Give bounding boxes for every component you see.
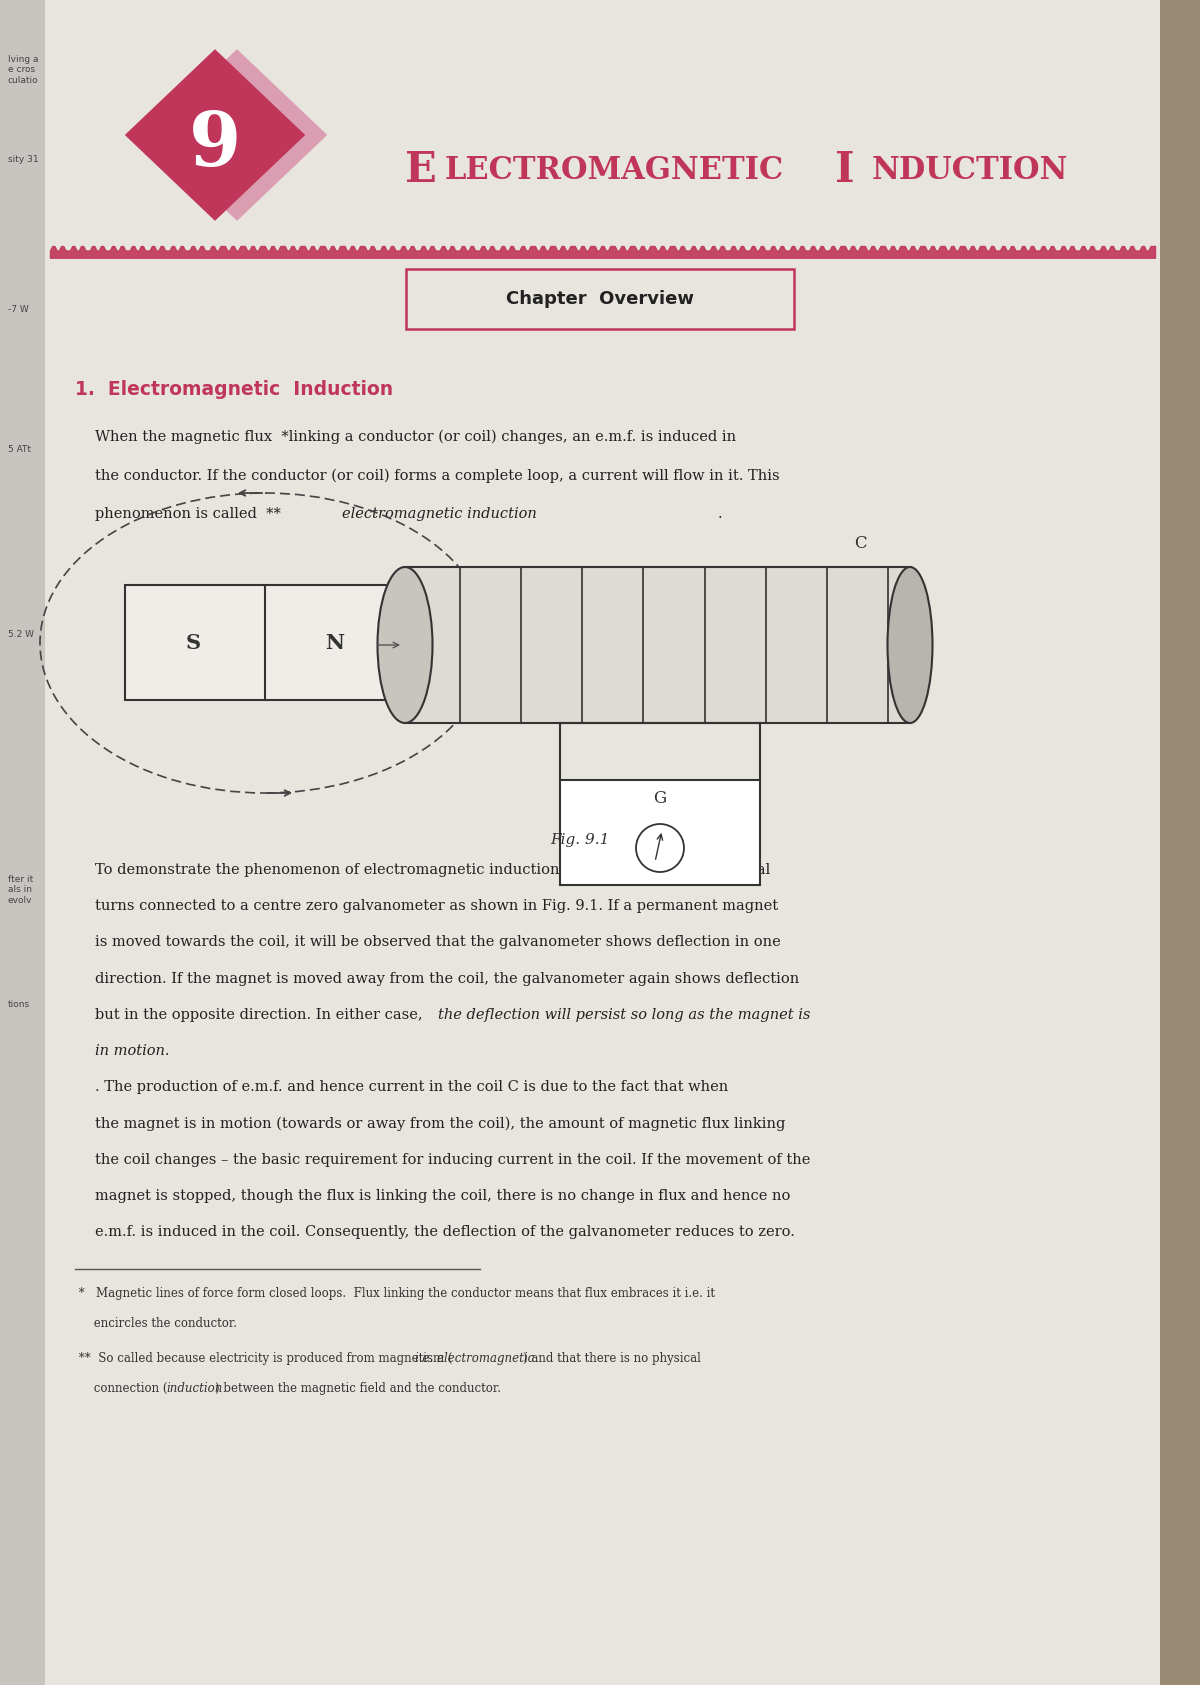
FancyBboxPatch shape bbox=[125, 585, 406, 699]
Text: .: . bbox=[718, 507, 722, 521]
Text: S: S bbox=[186, 632, 200, 652]
Text: 1.  Electromagnetic  Induction: 1. Electromagnetic Induction bbox=[74, 381, 394, 399]
Text: the magnet is in motion (towards or away from the coil), the amount of magnetic : the magnet is in motion (towards or away… bbox=[95, 1117, 785, 1131]
Text: tions: tions bbox=[8, 999, 30, 1009]
Text: connection (: connection ( bbox=[74, 1382, 168, 1395]
Text: To demonstrate the phenomenon of electromagnetic induction, consider a coil C of: To demonstrate the phenomenon of electro… bbox=[95, 863, 770, 876]
Text: the coil changes – the basic requirement for inducing current in the coil. If th: the coil changes – the basic requirement… bbox=[95, 1153, 810, 1166]
Text: but in the opposite direction. In either case,: but in the opposite direction. In either… bbox=[95, 1008, 427, 1021]
Text: i.e. electromagnetic: i.e. electromagnetic bbox=[415, 1351, 534, 1365]
Text: turns connected to a centre zero galvanometer as shown in Fig. 9.1. If a permane: turns connected to a centre zero galvano… bbox=[95, 900, 778, 913]
Text: lving a
e cros
culatio: lving a e cros culatio bbox=[8, 56, 38, 84]
Text: NDUCTION: NDUCTION bbox=[872, 155, 1068, 185]
Text: . The production of e.m.f. and hence current in the coil C is due to the fact th: . The production of e.m.f. and hence cur… bbox=[95, 1080, 728, 1094]
Text: in motion.: in motion. bbox=[95, 1045, 169, 1058]
Text: 5 ATt: 5 ATt bbox=[8, 445, 31, 453]
Polygon shape bbox=[146, 49, 328, 221]
Text: fter it
als in
evolv: fter it als in evolv bbox=[8, 875, 34, 905]
Text: **  So called because electricity is produced from magnetism (: ** So called because electricity is prod… bbox=[74, 1351, 452, 1365]
Text: the conductor. If the conductor (or coil) forms a complete loop, a current will : the conductor. If the conductor (or coil… bbox=[95, 468, 780, 484]
Text: phenomenon is called  **: phenomenon is called ** bbox=[95, 507, 281, 521]
Text: C: C bbox=[853, 536, 866, 553]
Text: LECTROMAGNETIC: LECTROMAGNETIC bbox=[445, 155, 785, 185]
Text: 5.2 W: 5.2 W bbox=[8, 630, 34, 639]
Text: 9: 9 bbox=[188, 108, 241, 182]
FancyBboxPatch shape bbox=[406, 270, 794, 329]
Text: When the magnetic flux  *linking a conductor (or coil) changes, an e.m.f. is ind: When the magnetic flux *linking a conduc… bbox=[95, 430, 736, 445]
Text: ) and that there is no physical: ) and that there is no physical bbox=[523, 1351, 701, 1365]
Text: direction. If the magnet is moved away from the coil, the galvanometer again sho: direction. If the magnet is moved away f… bbox=[95, 972, 799, 986]
Text: encircles the conductor.: encircles the conductor. bbox=[74, 1318, 238, 1329]
Polygon shape bbox=[125, 49, 305, 221]
Text: Fig. 9.1: Fig. 9.1 bbox=[551, 832, 610, 848]
Text: is moved towards the coil, it will be observed that the galvanometer shows defle: is moved towards the coil, it will be ob… bbox=[95, 935, 781, 949]
Text: induction: induction bbox=[167, 1382, 223, 1395]
Text: the deflection will persist so long as the magnet is: the deflection will persist so long as t… bbox=[438, 1008, 810, 1021]
Text: ) between the magnetic field and the conductor.: ) between the magnetic field and the con… bbox=[216, 1382, 502, 1395]
Ellipse shape bbox=[888, 566, 932, 723]
Text: magnet is stopped, though the flux is linking the coil, there is no change in fl: magnet is stopped, though the flux is li… bbox=[95, 1190, 791, 1203]
Text: G: G bbox=[654, 790, 666, 807]
FancyBboxPatch shape bbox=[560, 780, 760, 885]
Text: electromagnetic induction: electromagnetic induction bbox=[342, 507, 536, 521]
FancyBboxPatch shape bbox=[1160, 0, 1200, 1685]
FancyBboxPatch shape bbox=[406, 566, 910, 723]
Text: I: I bbox=[835, 148, 854, 190]
Ellipse shape bbox=[378, 566, 432, 723]
Text: E: E bbox=[406, 148, 437, 190]
Text: e.m.f. is induced in the coil. Consequently, the deflection of the galvanometer : e.m.f. is induced in the coil. Consequen… bbox=[95, 1225, 794, 1238]
Text: -7 W: -7 W bbox=[8, 305, 29, 313]
Text: N: N bbox=[325, 632, 344, 652]
FancyBboxPatch shape bbox=[46, 0, 1160, 1685]
Text: *   Magnetic lines of force form closed loops.  Flux linking the conductor means: * Magnetic lines of force form closed lo… bbox=[74, 1287, 715, 1301]
Text: sity 31: sity 31 bbox=[8, 155, 38, 163]
Text: Chapter  Overview: Chapter Overview bbox=[506, 290, 694, 308]
